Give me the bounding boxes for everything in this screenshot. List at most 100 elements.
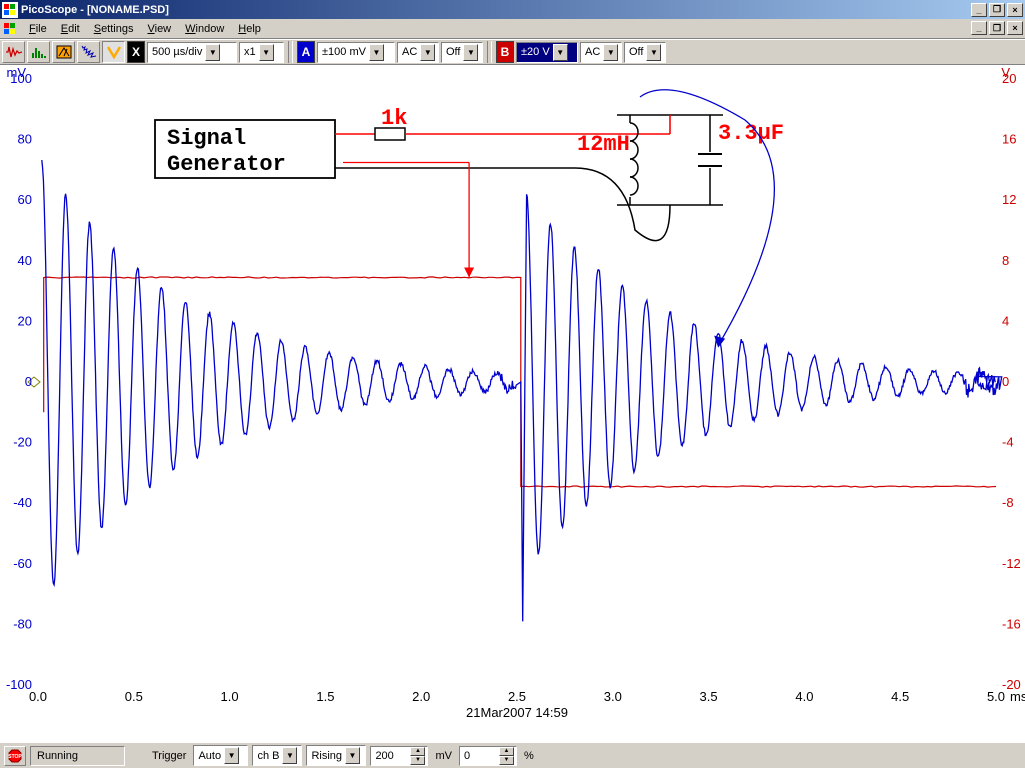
chan-b-range-value: ±20 V: [521, 46, 550, 58]
svg-text:0.0: 0.0: [29, 689, 47, 704]
trigger-channel-value: ch B: [257, 750, 279, 762]
svg-text:Signal: Signal: [167, 126, 246, 151]
spin-down-icon[interactable]: ▼: [410, 756, 425, 765]
timebase-label: X: [127, 41, 145, 63]
stop-button[interactable]: STOP: [4, 746, 26, 766]
doc-restore-button[interactable]: ❐: [989, 21, 1005, 35]
svg-text:5.0: 5.0: [987, 689, 1005, 704]
menu-edit[interactable]: Edit: [54, 21, 87, 37]
dropdown-arrow-icon: ▼: [603, 44, 618, 61]
timebase-select[interactable]: 500 µs/div ▼: [147, 42, 237, 63]
svg-text:1.0: 1.0: [221, 689, 239, 704]
scope-mode-button[interactable]: [2, 41, 25, 63]
trigger-button[interactable]: [102, 41, 125, 63]
chan-a-range-select[interactable]: ±100 mV ▼: [317, 42, 395, 63]
maximize-button[interactable]: ❐: [989, 3, 1005, 17]
svg-text:21Mar2007 14:59: 21Mar2007 14:59: [466, 705, 568, 720]
trigger-delay-value: 0: [464, 750, 496, 762]
menu-window[interactable]: Window: [178, 21, 231, 37]
trigger-channel-select[interactable]: ch B ▼: [252, 745, 302, 766]
spectrum-mode-button[interactable]: [27, 41, 50, 63]
chan-b-coupling-value: AC: [585, 46, 600, 58]
titlebar: PicoScope - [NONAME.PSD] _ ❐ ×: [0, 0, 1025, 19]
timebase-mult-select[interactable]: x1 ▼: [239, 42, 284, 63]
svg-text:12: 12: [1002, 192, 1016, 207]
close-button[interactable]: ×: [1007, 3, 1023, 17]
menu-settings[interactable]: Settings: [87, 21, 141, 37]
trigger-label: Trigger: [149, 750, 189, 762]
dropdown-arrow-icon: ▼: [463, 44, 478, 61]
spin-up-icon[interactable]: ▲: [410, 747, 425, 756]
chan-a-label: A: [297, 41, 315, 63]
svg-text:1k: 1k: [381, 106, 407, 131]
svg-text:ms: ms: [1010, 689, 1025, 704]
trigger-edge-value: Rising: [311, 750, 342, 762]
spin-down-icon[interactable]: ▼: [499, 756, 514, 765]
svg-text:80: 80: [18, 132, 32, 147]
xy-mode-button[interactable]: [77, 41, 100, 63]
menu-help[interactable]: Help: [231, 21, 268, 37]
svg-text:Generator: Generator: [167, 152, 286, 177]
doc-close-button[interactable]: ×: [1007, 21, 1023, 35]
svg-text:8: 8: [1002, 253, 1009, 268]
trigger-level-input[interactable]: 200 ▲ ▼: [370, 746, 428, 766]
spin-up-icon[interactable]: ▲: [499, 747, 514, 756]
separator: [487, 41, 492, 63]
chan-a-coupling-select[interactable]: AC ▼: [397, 42, 439, 63]
chan-a-state-select[interactable]: Off ▼: [441, 42, 483, 63]
trigger-edge-select[interactable]: Rising ▼: [306, 745, 366, 766]
timebase-mult-value: x1: [244, 46, 256, 58]
dropdown-arrow-icon: ▼: [205, 44, 220, 61]
chan-b-label: B: [496, 41, 514, 63]
doc-minimize-button[interactable]: _: [971, 21, 987, 35]
dropdown-arrow-icon: ▼: [224, 747, 239, 764]
svg-text:0: 0: [25, 374, 32, 389]
svg-text:12mH: 12mH: [577, 132, 630, 157]
svg-text:4.0: 4.0: [795, 689, 813, 704]
menu-view[interactable]: View: [140, 21, 178, 37]
toolbar: X 500 µs/div ▼ x1 ▼ A ±100 mV ▼ AC ▼ Off…: [0, 39, 1025, 65]
chan-b-state-select[interactable]: Off ▼: [624, 42, 666, 63]
menubar: File Edit Settings View Window Help _ ❐ …: [0, 19, 1025, 39]
trigger-delay-input[interactable]: 0 ▲ ▼: [459, 746, 517, 766]
trigger-mode-select[interactable]: Auto ▼: [193, 745, 248, 766]
scope-display: mV100806040200-20-40-60-80-100V201612840…: [0, 65, 1025, 742]
svg-text:-4: -4: [1002, 435, 1014, 450]
statusbar: STOP Running Trigger Auto ▼ ch B ▼ Risin…: [0, 742, 1025, 768]
dropdown-arrow-icon: ▼: [259, 44, 274, 61]
svg-text:-20: -20: [13, 435, 32, 450]
svg-text:-8: -8: [1002, 495, 1014, 510]
dropdown-arrow-icon: ▼: [420, 44, 435, 61]
svg-text:0.5: 0.5: [125, 689, 143, 704]
dropdown-arrow-icon: ▼: [646, 44, 661, 61]
svg-text:-60: -60: [13, 556, 32, 571]
chan-b-coupling-select[interactable]: AC ▼: [580, 42, 622, 63]
trigger-level-value: 200: [375, 750, 407, 762]
dropdown-arrow-icon: ▼: [345, 747, 360, 764]
svg-text:2.0: 2.0: [412, 689, 430, 704]
svg-text:STOP: STOP: [8, 754, 22, 760]
svg-text:2.5: 2.5: [508, 689, 526, 704]
document-icon: [2, 21, 18, 37]
meter-mode-button[interactable]: [52, 41, 75, 63]
chan-b-state-value: Off: [629, 46, 643, 58]
chan-b-range-select[interactable]: ±20 V ▼: [516, 42, 578, 63]
svg-text:-80: -80: [13, 616, 32, 631]
svg-text:40: 40: [18, 253, 32, 268]
app-icon: [2, 2, 18, 18]
trigger-level-unit: mV: [432, 750, 455, 762]
dropdown-arrow-icon: ▼: [553, 44, 568, 61]
chan-a-state-value: Off: [446, 46, 460, 58]
svg-text:-40: -40: [13, 495, 32, 510]
svg-text:16: 16: [1002, 132, 1016, 147]
svg-text:0: 0: [1002, 374, 1009, 389]
chan-a-range-value: ±100 mV: [322, 46, 366, 58]
scope-canvas: mV100806040200-20-40-60-80-100V201612840…: [0, 65, 1025, 742]
svg-text:20: 20: [18, 313, 32, 328]
minimize-button[interactable]: _: [971, 3, 987, 17]
menu-file[interactable]: File: [22, 21, 54, 37]
chan-a-coupling-value: AC: [402, 46, 417, 58]
separator: [288, 41, 293, 63]
svg-text:-16: -16: [1002, 616, 1021, 631]
svg-text:-12: -12: [1002, 556, 1021, 571]
